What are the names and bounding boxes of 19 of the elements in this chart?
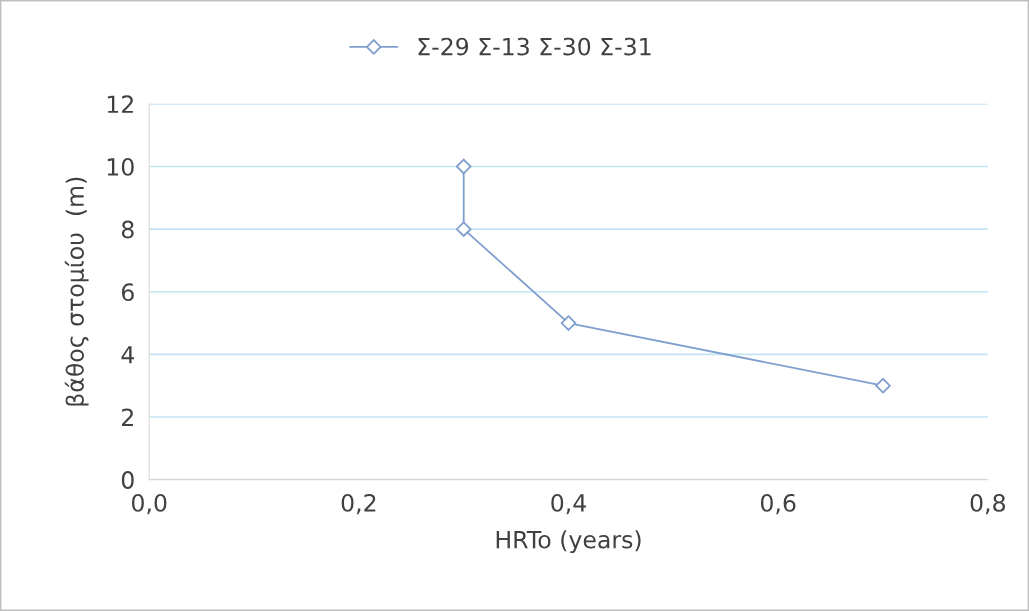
y-tick-label: 4 [121, 346, 134, 364]
point [875, 377, 891, 394]
legend-label: Σ-29 Σ-13 Σ-30 Σ-31 [418, 37, 651, 56]
y-tick-label: 0 [121, 471, 134, 489]
y-tick-label: 2 [122, 408, 133, 426]
x-tick-label: 0,4 [551, 493, 586, 515]
y-tick-label: 6 [121, 283, 134, 302]
y-tick-label: 10 [107, 157, 134, 176]
y-axis-title: βάθος στομίου (m) [64, 177, 89, 406]
x-axis-title: HRTo (years) [496, 530, 641, 554]
x-tick-label: 0,0 [131, 493, 167, 515]
point [455, 221, 472, 237]
y-tick-label: 12 [107, 95, 133, 113]
y-tick-label: 8 [121, 220, 134, 239]
point [560, 315, 577, 331]
point [455, 158, 472, 175]
x-tick-label: 0,6 [760, 493, 796, 515]
x-tick-label: 0,8 [970, 493, 1005, 515]
x-tick-label: 0,2 [341, 493, 376, 515]
